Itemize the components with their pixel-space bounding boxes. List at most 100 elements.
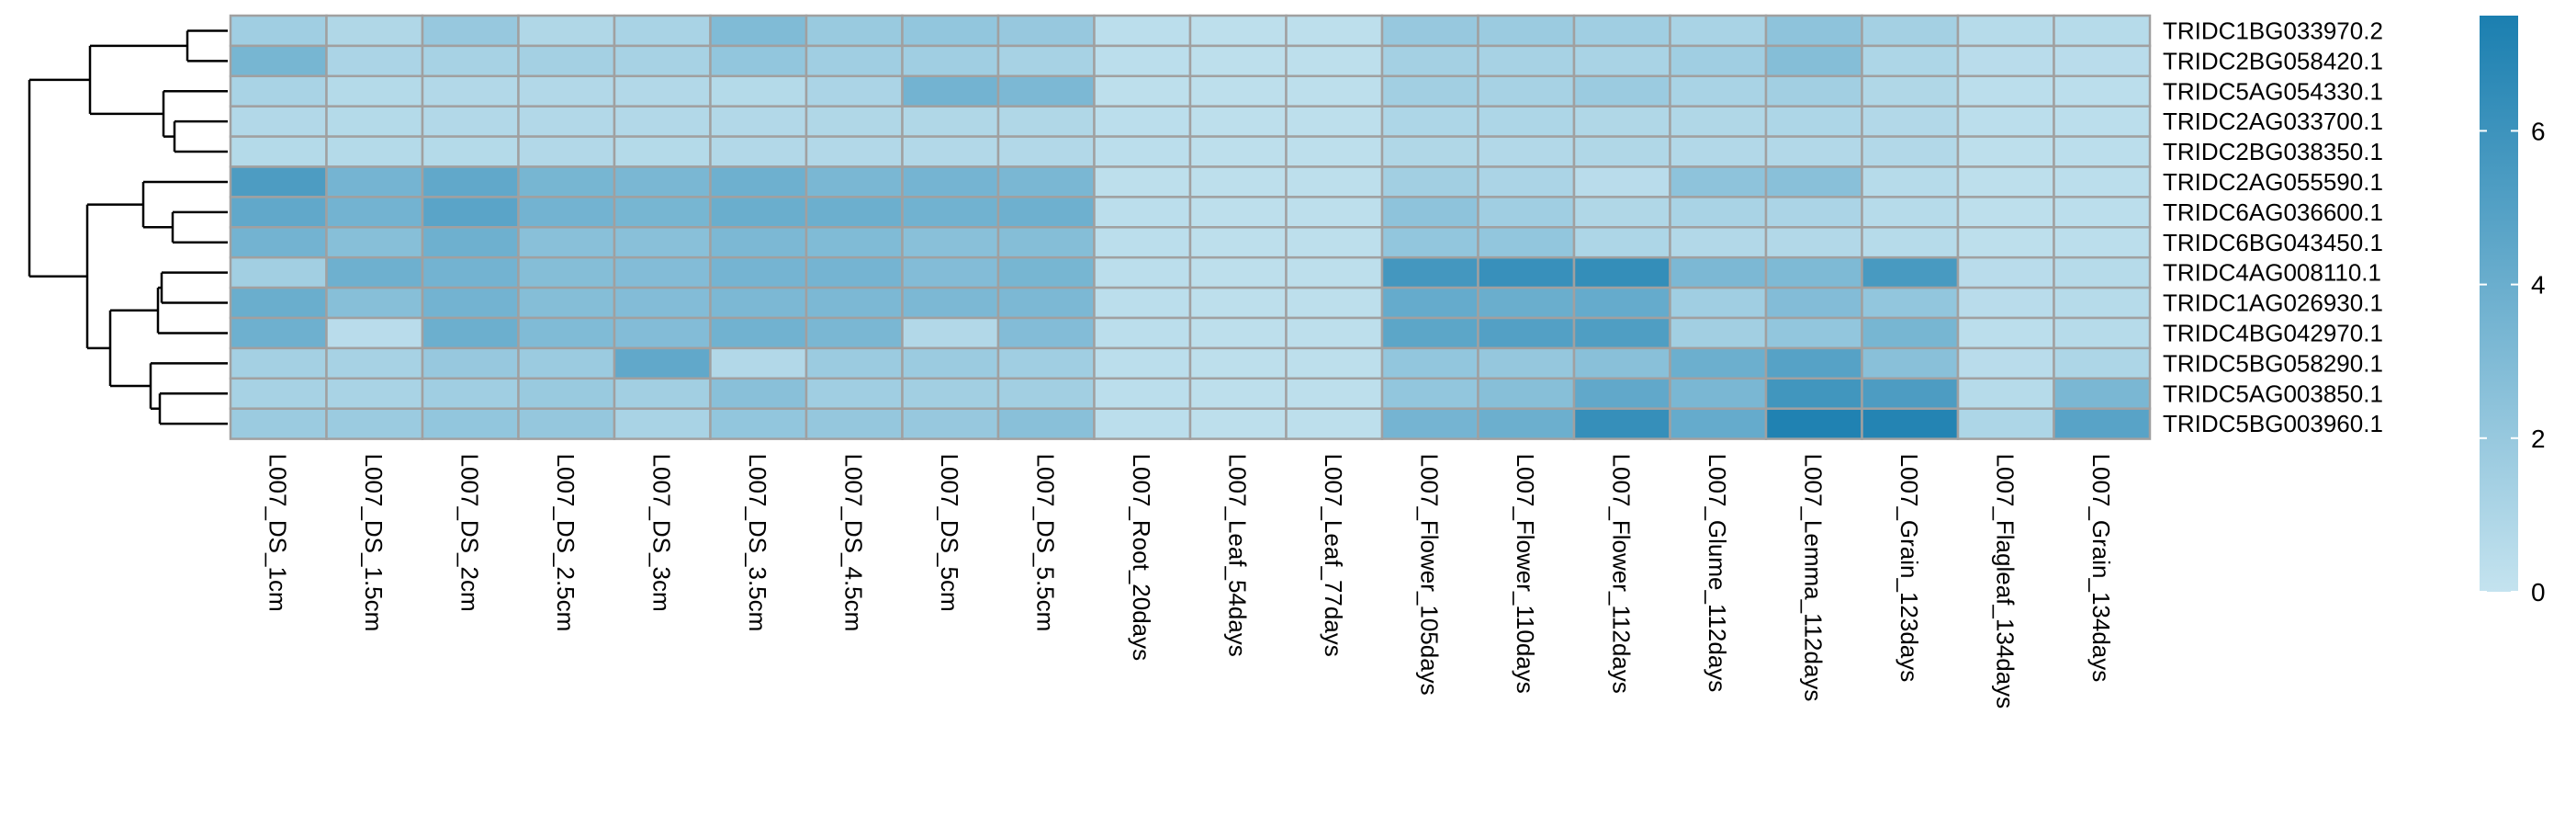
heatmap-cell — [2053, 74, 2152, 108]
heatmap-cell — [1477, 196, 1576, 229]
heatmap-cell — [1861, 226, 1960, 259]
heatmap-cell — [1188, 316, 1288, 350]
heatmap-cell — [1188, 377, 1288, 410]
heatmap-cell — [2053, 135, 2152, 168]
heatmap-cell — [1093, 226, 1192, 259]
row-label: TRIDC1AG026930.1 — [2163, 289, 2383, 317]
row-label: TRIDC2AG055590.1 — [2163, 168, 2383, 196]
heatmap-cell — [229, 196, 328, 229]
heatmap-cell — [996, 255, 1096, 289]
heatmap-cell — [709, 407, 808, 440]
heatmap-cell — [517, 196, 616, 229]
heatmap-cell — [709, 105, 808, 138]
heatmap-cell — [2053, 286, 2152, 320]
heatmap-cell — [804, 255, 904, 289]
legend-tick-label: 6 — [2531, 117, 2546, 145]
heatmap-cell — [1956, 196, 2055, 229]
heatmap-cell — [1285, 44, 1384, 78]
heatmap-cell — [1477, 316, 1576, 350]
heatmap-cell — [2053, 255, 2152, 289]
column-label: L007_DS_3cm — [647, 454, 675, 612]
heatmap-cell — [1861, 407, 1960, 440]
heatmap-cell — [1477, 255, 1576, 289]
heatmap-cell — [421, 196, 520, 229]
row-label: TRIDC2AG033700.1 — [2163, 108, 2383, 135]
heatmap-cell — [1188, 346, 1288, 380]
heatmap-cell — [1477, 286, 1576, 320]
column-label: L007_DS_3.5cm — [744, 454, 771, 632]
heatmap-cell — [1572, 196, 1671, 229]
heatmap-cell — [1669, 316, 1768, 350]
heatmap-cell — [517, 255, 616, 289]
heatmap-cell — [613, 407, 712, 440]
heatmap-cell — [709, 226, 808, 259]
heatmap-cell — [1285, 316, 1384, 350]
heatmap-cell — [804, 377, 904, 410]
heatmap-cell — [2053, 226, 2152, 259]
heatmap-cell — [1956, 407, 2055, 440]
heatmap-cell — [1764, 135, 1863, 168]
heatmap-cell — [229, 226, 328, 259]
heatmap-cell — [1572, 226, 1671, 259]
legend-tick-label: 4 — [2531, 271, 2546, 300]
heatmap-cell — [1764, 346, 1863, 380]
column-label: L007_DS_1cm — [264, 454, 291, 612]
heatmap-cell — [1093, 105, 1192, 138]
heatmap-cell — [421, 165, 520, 198]
heatmap-cell — [1477, 346, 1576, 380]
heatmap-cell — [325, 255, 424, 289]
heatmap-cell — [1093, 255, 1192, 289]
heatmap-cell — [1285, 377, 1384, 410]
heatmap-cell — [1669, 44, 1768, 78]
heatmap-cell — [1285, 74, 1384, 108]
heatmap-cell — [421, 226, 520, 259]
heatmap-cell — [2053, 14, 2152, 48]
heatmap-cell — [421, 44, 520, 78]
heatmap-cell — [901, 255, 1000, 289]
heatmap-cell — [1669, 165, 1768, 198]
heatmap-cell — [901, 316, 1000, 350]
row-label: TRIDC5BG058290.1 — [2163, 349, 2383, 377]
heatmap-cell — [1572, 135, 1671, 168]
heatmap-cell — [1380, 14, 1479, 48]
heatmap-cell — [1380, 286, 1479, 320]
heatmap-cell — [613, 316, 712, 350]
heatmap-cell — [901, 196, 1000, 229]
heatmap-cell — [1861, 14, 1960, 48]
column-label: L007_Leaf_54days — [1223, 454, 1251, 657]
heatmap-cell — [1669, 407, 1768, 440]
heatmap-cell — [1956, 286, 2055, 320]
heatmap-cell — [996, 14, 1096, 48]
column-label: L007_DS_2.5cm — [552, 454, 579, 632]
heatmap-cell — [1380, 407, 1479, 440]
heatmap-cell — [421, 377, 520, 410]
column-label: L007_Glume_112days — [1704, 454, 1731, 693]
heatmap-cell — [2053, 346, 2152, 380]
heatmap-cell — [1380, 44, 1479, 78]
heatmap-cell — [1380, 346, 1479, 380]
heatmap-cell — [804, 407, 904, 440]
heatmap-cell — [1764, 407, 1863, 440]
heatmap-cell — [1093, 165, 1192, 198]
heatmap-cell — [613, 286, 712, 320]
heatmap-cell — [1572, 74, 1671, 108]
heatmap-cell — [1572, 316, 1671, 350]
heatmap-cell — [229, 105, 328, 138]
heatmap-cell — [1285, 407, 1384, 440]
row-label: TRIDC5BG003960.1 — [2163, 410, 2383, 437]
heatmap-cell — [229, 255, 328, 289]
heatmap-cell — [1285, 346, 1384, 380]
heatmap-cell — [613, 346, 712, 380]
heatmap-cell — [1861, 196, 1960, 229]
heatmap-cell — [1477, 165, 1576, 198]
heatmap-cell — [325, 105, 424, 138]
heatmap-cell — [1764, 165, 1863, 198]
heatmap-cell — [901, 165, 1000, 198]
heatmap-cell — [996, 377, 1096, 410]
heatmap-cell — [1093, 44, 1192, 78]
heatmap-cell — [901, 286, 1000, 320]
heatmap-cell — [804, 346, 904, 380]
heatmap-cell — [613, 255, 712, 289]
column-label: L007_Lemma_112days — [1799, 454, 1827, 702]
column-label: L007_Root_20days — [1128, 454, 1155, 662]
